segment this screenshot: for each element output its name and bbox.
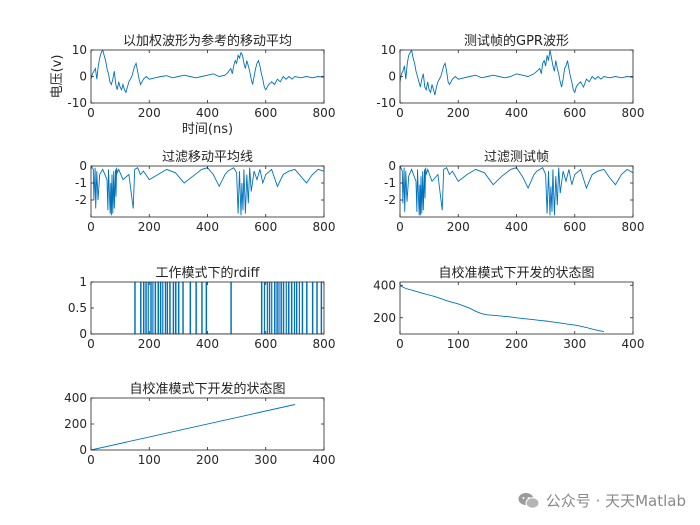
x-tick-label: 800: [622, 220, 645, 234]
subplot-6: 0 100 200 300 400 200 400 自校准模式下开发的状态图: [373, 265, 644, 351]
x-tick-label: 0: [396, 106, 404, 120]
axes-box: [399, 165, 634, 218]
subplot-title: 以加权波形为参考的移动平均: [123, 33, 292, 49]
wechat-icon: [518, 492, 540, 509]
y-tick-label: 200: [373, 311, 396, 325]
y-tick-label: 400: [373, 278, 396, 292]
x-tick-label: 400: [196, 220, 219, 234]
subplot-title: 工作模式下的rdiff: [156, 265, 261, 281]
x-tick-label: 100: [138, 453, 161, 467]
x-tick-label: 200: [447, 106, 470, 120]
x-tick-label: 0: [396, 220, 404, 234]
subplot-title: 测试帧的GPR波形: [464, 33, 569, 49]
series-line: [91, 50, 324, 94]
watermark-text: 公众号 · 天天Matlab: [545, 492, 686, 510]
subplot-5: 0 200 400 600 800 0 0.5 1 工作模式下的rdiff: [68, 265, 336, 351]
x-tick-label: 400: [505, 106, 528, 120]
x-tick-label: 300: [254, 453, 277, 467]
subplot-3: 0 200 400 600 800 -2 -1 0 过滤移动平均线: [75, 150, 335, 234]
series-line: [91, 404, 295, 450]
axes-box: [399, 281, 634, 335]
x-tick-label: 300: [563, 337, 586, 351]
x-tick-label: 600: [254, 220, 277, 234]
y-tick-label: 0: [79, 327, 87, 341]
subplot-4: 0 200 400 600 800 -2 -1 0 过滤测试帧: [384, 150, 644, 234]
y-tick-label: -1: [384, 176, 396, 190]
y-tick-label: 0: [79, 443, 87, 457]
x-tick-label: 800: [313, 337, 336, 351]
subplot-1: 0 200 400 600 800-10010以加权波形为参考的移动平均时间(ns)电压…: [50, 33, 335, 137]
x-tick-label: 0: [87, 220, 95, 234]
x-tick-label: 800: [313, 220, 336, 234]
y-tick-label: -2: [384, 193, 396, 207]
x-tick-label: 200: [505, 337, 528, 351]
axes-box: [90, 165, 325, 218]
y-tick-label: 10: [381, 43, 396, 57]
x-tick-label: 100: [447, 337, 470, 351]
series-line: [400, 285, 604, 333]
series-line: [400, 50, 633, 96]
y-tick-label: 0: [388, 159, 396, 173]
x-tick-label: 600: [563, 106, 586, 120]
y-tick-label: -10: [376, 96, 396, 110]
x-tick-label: 200: [138, 337, 161, 351]
y-tick-label: 400: [64, 391, 87, 405]
subplot-title: 自校准模式下开发的状态图: [129, 381, 285, 397]
x-tick-label: 200: [447, 220, 470, 234]
x-tick-label: 800: [622, 106, 645, 120]
x-tick-label: 400: [196, 106, 219, 120]
y-tick-label: -10: [67, 96, 87, 110]
x-tick-label: 600: [254, 106, 277, 120]
series-line: [91, 166, 324, 216]
subplot-7: 0 100 200 300 400 0 200 400 自校准模式下开发的状态图: [64, 381, 335, 467]
x-tick-label: 0: [396, 337, 404, 351]
x-tick-label: 200: [196, 453, 219, 467]
x-tick-label: 0: [87, 106, 95, 120]
series-line: [400, 166, 633, 216]
subplot-title: 过滤移动平均线: [162, 150, 253, 165]
x-axis-label: 时间(ns): [182, 122, 233, 137]
x-tick-label: 400: [313, 453, 336, 467]
y-tick-label: 0: [79, 159, 87, 173]
y-tick-label: 1: [79, 275, 87, 289]
y-tick-label: -2: [75, 193, 87, 207]
y-tick-label: 0.5: [68, 301, 87, 315]
x-tick-label: 0: [87, 453, 95, 467]
x-tick-label: 800: [313, 106, 336, 120]
series-line: [91, 282, 324, 334]
x-tick-label: 200: [138, 220, 161, 234]
x-tick-label: 200: [138, 106, 161, 120]
y-tick-label: 10: [72, 43, 87, 57]
y-axis-label: 电压(v): [50, 55, 65, 99]
x-tick-label: 0: [87, 337, 95, 351]
x-tick-label: 400: [622, 337, 645, 351]
y-tick-label: 0: [388, 70, 396, 84]
y-tick-label: 0: [79, 70, 87, 84]
x-tick-label: 600: [563, 220, 586, 234]
subplot-title: 自校准模式下开发的状态图: [438, 265, 594, 281]
x-tick-label: 400: [505, 220, 528, 234]
watermark: 公众号 · 天天Matlab: [518, 490, 686, 511]
x-tick-label: 600: [254, 337, 277, 351]
y-tick-label: 200: [64, 417, 87, 431]
subplot-title: 过滤测试帧: [484, 150, 549, 165]
x-tick-label: 400: [196, 337, 219, 351]
y-tick-label: -1: [75, 176, 87, 190]
